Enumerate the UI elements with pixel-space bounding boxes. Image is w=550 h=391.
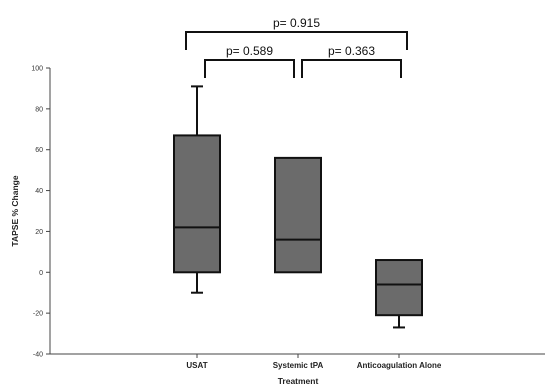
- bracket-line: [204, 59, 295, 78]
- y-tick-label: -40: [33, 352, 43, 359]
- comparison-bracket: p= 0.915: [185, 16, 408, 50]
- y-tick-label: -20: [33, 311, 43, 318]
- axes-group: -40 -20 0 20 40 60 80 100 USAT Systemic tPA Antico…: [31, 66, 545, 370]
- p-value-label: p= 0.363: [328, 44, 375, 58]
- box-anticoagulation-alone: [375, 259, 423, 329]
- box-usat: [173, 85, 221, 294]
- comparison-bracket: p= 0.363: [301, 44, 402, 78]
- y-tick-label: 0: [39, 270, 43, 277]
- iqr-box: [274, 156, 322, 274]
- x-category-label: Systemic tPA: [273, 361, 324, 370]
- bracket-line: [301, 59, 402, 78]
- y-tick-label: 60: [35, 147, 43, 154]
- bracket-line: [185, 31, 408, 50]
- x-category-label: Anticoagulation Alone: [357, 361, 442, 370]
- p-value-label: p= 0.915: [273, 16, 320, 30]
- y-tick-label: 20: [35, 229, 43, 236]
- y-tick-label: 40: [35, 188, 43, 195]
- iqr-box: [173, 134, 221, 274]
- y-axis-title: TAPSE % Change: [10, 175, 20, 246]
- boxes-group: [173, 85, 423, 329]
- box-systemic-tpa: [274, 156, 322, 274]
- y-tick-label: 80: [35, 106, 43, 113]
- iqr-box: [375, 259, 423, 317]
- p-value-label: p= 0.589: [226, 44, 273, 58]
- x-category-label: USAT: [186, 361, 207, 370]
- x-axis-title: Treatment: [278, 376, 319, 386]
- y-tick-label: 100: [31, 66, 43, 73]
- comparison-bracket: p= 0.589: [204, 44, 295, 78]
